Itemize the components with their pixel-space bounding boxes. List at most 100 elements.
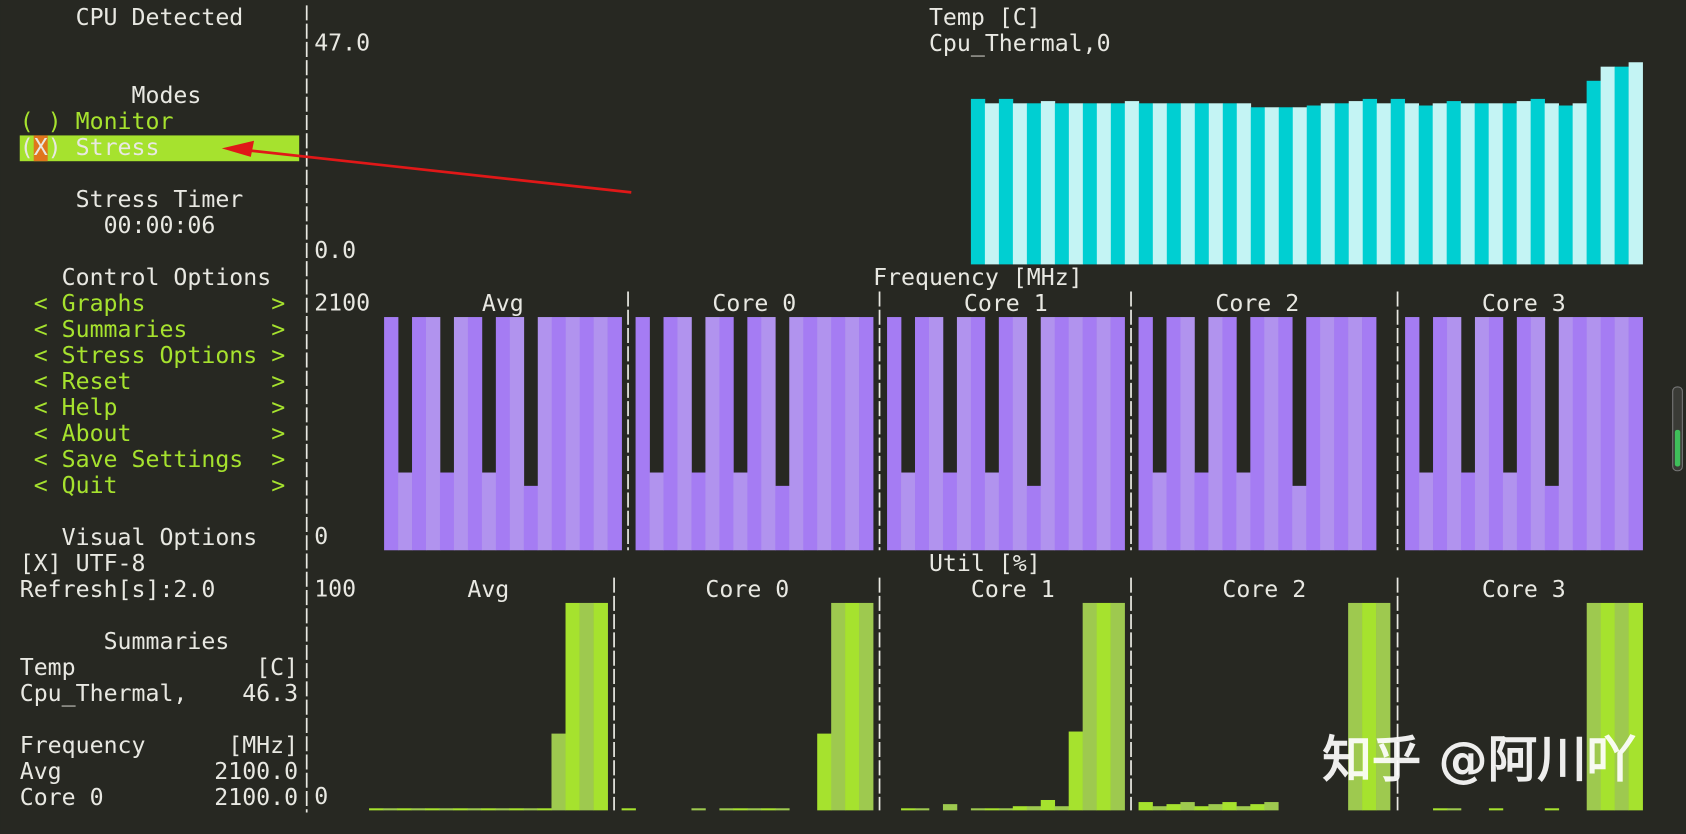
- y-tick-label: 0: [314, 523, 328, 550]
- y-tick-label: 47.0: [314, 30, 370, 57]
- panel-title: Core 0: [705, 576, 789, 603]
- bar: [383, 808, 398, 811]
- bar: [1558, 317, 1574, 551]
- menu-item[interactable]: < Quit >: [34, 472, 285, 499]
- mode-option[interactable]: (X) Stress: [20, 134, 160, 161]
- panel-title: Avg: [482, 290, 524, 317]
- bar: [1194, 103, 1210, 265]
- bar: [1544, 485, 1560, 551]
- bar: [1278, 107, 1294, 265]
- bar: [1433, 317, 1448, 551]
- sensor-name: Cpu_Thermal,0: [929, 30, 1111, 57]
- section-title: Control Options: [62, 264, 272, 291]
- bar: [1348, 317, 1363, 551]
- panel-title: Core 2: [1222, 576, 1306, 603]
- section-title: Summaries: [104, 628, 230, 655]
- bar: [1376, 602, 1391, 811]
- bar: [1558, 105, 1573, 265]
- bar: [1180, 103, 1196, 265]
- menu-item[interactable]: < Graphs >: [34, 290, 285, 317]
- selected-mode-highlight: [19, 135, 300, 162]
- bar: [1194, 472, 1209, 551]
- bar: [1068, 317, 1083, 551]
- bar: [845, 602, 860, 811]
- menu-item[interactable]: < Save Settings >: [34, 446, 285, 473]
- bar: [691, 808, 706, 811]
- bar: [1152, 103, 1168, 265]
- section-title: Stress Timer: [76, 186, 244, 213]
- bar: [1614, 66, 1629, 265]
- bar: [1278, 317, 1293, 551]
- bar: [1152, 806, 1167, 811]
- scrollbar-thumb[interactable]: [1674, 429, 1681, 467]
- menu-item[interactable]: < Help >: [34, 394, 285, 421]
- bar: [1012, 103, 1028, 265]
- bar: [607, 317, 622, 551]
- bar: [733, 808, 748, 811]
- summary-unit: [MHz]: [228, 732, 298, 759]
- summary-value: 2100.0: [214, 784, 298, 811]
- cpu-detected: CPU Detected: [76, 4, 244, 31]
- bar: [1306, 317, 1321, 551]
- bar: [369, 808, 384, 811]
- bar: [1474, 317, 1490, 551]
- bar: [1614, 602, 1629, 811]
- bar: [1026, 485, 1042, 551]
- bar: [635, 317, 650, 551]
- bar: [915, 317, 930, 551]
- bar: [565, 317, 581, 551]
- bar: [1250, 317, 1265, 551]
- bar: [1572, 103, 1587, 265]
- bar: [537, 808, 552, 811]
- bar: [1026, 806, 1042, 811]
- utf8-option[interactable]: [X] UTF-8: [20, 550, 146, 577]
- bar: [984, 472, 1000, 551]
- bar: [1054, 103, 1070, 265]
- bar: [719, 317, 734, 551]
- menu-item[interactable]: < Stress Options >: [34, 342, 285, 369]
- bar: [970, 808, 986, 811]
- bar: [453, 317, 469, 551]
- bar: [1544, 103, 1559, 265]
- panel-title: Core 1: [971, 576, 1055, 603]
- menu-item[interactable]: < Summaries >: [34, 316, 285, 343]
- bar: [1419, 472, 1434, 551]
- bar: [845, 317, 860, 551]
- bar: [1362, 317, 1377, 551]
- bar: [1208, 103, 1224, 265]
- bar: [579, 317, 594, 551]
- bar: [1460, 103, 1476, 265]
- bar: [1166, 804, 1181, 811]
- bar: [1110, 602, 1125, 811]
- bar: [1222, 802, 1237, 811]
- summary-label: Avg: [20, 758, 62, 785]
- menu-item[interactable]: < About >: [34, 420, 285, 447]
- bar: [1488, 317, 1504, 551]
- menu-item[interactable]: < Reset >: [34, 368, 285, 395]
- summary-value: 46.3: [242, 680, 298, 707]
- bar: [1488, 808, 1504, 811]
- bar: [942, 472, 958, 551]
- bar: [1110, 103, 1126, 265]
- bar: [1362, 602, 1377, 811]
- bar: [1082, 103, 1098, 265]
- selected-mode-marker: [33, 135, 48, 162]
- bar: [1236, 472, 1251, 551]
- bar: [775, 808, 790, 811]
- bar: [593, 317, 608, 551]
- bar: [956, 317, 972, 551]
- bar: [551, 733, 566, 811]
- bar: [1572, 317, 1588, 551]
- summary-label: Cpu_Thermal,: [20, 680, 188, 707]
- bar: [1138, 802, 1153, 811]
- bar: [789, 317, 804, 551]
- bar: [593, 602, 608, 811]
- panel-title: Core 3: [1482, 576, 1566, 603]
- mode-option[interactable]: ( ) Monitor: [20, 108, 174, 135]
- summary-label: Core 0: [20, 784, 104, 811]
- bar: [537, 317, 553, 551]
- bar: [1306, 105, 1322, 265]
- bar: [1348, 101, 1364, 265]
- bar: [1516, 317, 1532, 551]
- bar: [1446, 101, 1462, 265]
